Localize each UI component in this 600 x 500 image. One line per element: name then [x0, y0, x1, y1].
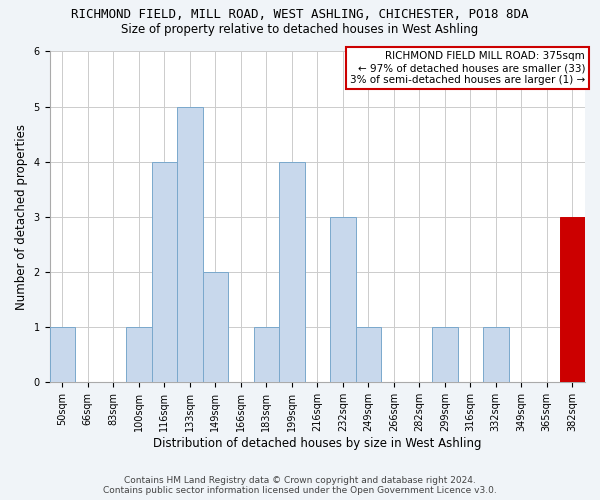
Text: Contains HM Land Registry data © Crown copyright and database right 2024.
Contai: Contains HM Land Registry data © Crown c… — [103, 476, 497, 495]
Bar — [152, 162, 177, 382]
Bar — [126, 327, 152, 382]
Bar — [279, 162, 305, 382]
Bar — [356, 327, 381, 382]
Bar — [432, 327, 458, 382]
Bar — [203, 272, 228, 382]
Bar — [177, 106, 203, 382]
Bar — [560, 217, 585, 382]
Text: Size of property relative to detached houses in West Ashling: Size of property relative to detached ho… — [121, 22, 479, 36]
Bar — [50, 327, 75, 382]
Bar — [330, 217, 356, 382]
Bar — [483, 327, 509, 382]
X-axis label: Distribution of detached houses by size in West Ashling: Distribution of detached houses by size … — [153, 437, 482, 450]
Text: RICHMOND FIELD, MILL ROAD, WEST ASHLING, CHICHESTER, PO18 8DA: RICHMOND FIELD, MILL ROAD, WEST ASHLING,… — [71, 8, 529, 20]
Y-axis label: Number of detached properties: Number of detached properties — [15, 124, 28, 310]
Text: RICHMOND FIELD MILL ROAD: 375sqm
← 97% of detached houses are smaller (33)
3% of: RICHMOND FIELD MILL ROAD: 375sqm ← 97% o… — [350, 52, 585, 84]
Bar — [254, 327, 279, 382]
